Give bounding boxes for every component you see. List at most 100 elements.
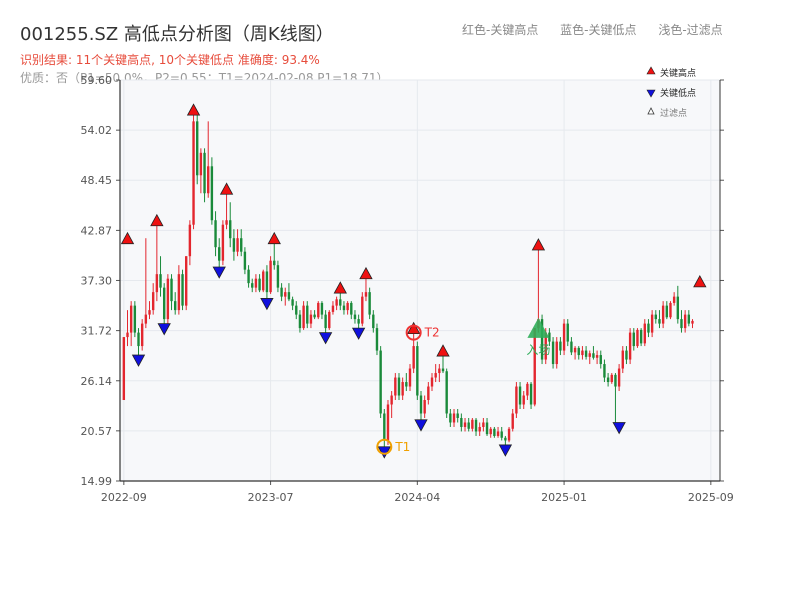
candle-body bbox=[291, 299, 294, 306]
candle-body bbox=[185, 256, 188, 306]
key-low-marker bbox=[131, 354, 146, 367]
candle-body bbox=[397, 377, 401, 396]
candle-body bbox=[386, 404, 390, 441]
y-tick-label: 14.99 bbox=[81, 475, 113, 488]
candle-body bbox=[482, 422, 485, 427]
candle-body bbox=[687, 314, 691, 324]
x-tick-label: 2025-09 bbox=[688, 491, 734, 504]
candle-body bbox=[295, 305, 298, 315]
candle-body bbox=[606, 377, 610, 383]
y-tick-label: 54.02 bbox=[81, 124, 113, 137]
candle-body bbox=[207, 166, 210, 194]
candle-body bbox=[419, 395, 423, 414]
candle-body bbox=[151, 292, 155, 311]
candle-body bbox=[691, 320, 694, 324]
candle-body bbox=[639, 329, 643, 344]
candle-body bbox=[390, 395, 393, 405]
candle-body bbox=[562, 323, 566, 351]
y-tick-label: 59.60 bbox=[81, 74, 113, 87]
axes-group: 14.99 20.57 26.14 31.72 37.30 42.87 48.45 54.02… bbox=[81, 74, 734, 504]
candle-body bbox=[262, 271, 265, 291]
candle-body bbox=[570, 341, 573, 353]
candle-body bbox=[401, 382, 404, 396]
candle-body bbox=[526, 383, 529, 396]
top-color-legend: 红色-关键高点 蓝色-关键低点 浅色-过滤点 bbox=[462, 21, 741, 38]
candle-body bbox=[302, 305, 305, 329]
candle-body bbox=[254, 278, 258, 288]
key-low-marker bbox=[260, 298, 274, 311]
candle-body bbox=[540, 319, 544, 360]
top-legend-light: 浅色-过滤点 bbox=[658, 23, 723, 37]
candle-body bbox=[218, 247, 221, 261]
candle-body bbox=[129, 305, 133, 333]
key-low-marker bbox=[414, 419, 428, 432]
candle-body bbox=[166, 278, 170, 320]
candle-body bbox=[335, 299, 338, 306]
candle-body bbox=[471, 419, 474, 429]
candle-body bbox=[210, 166, 214, 221]
candle-body bbox=[460, 417, 463, 427]
legend-label: 关键低点 bbox=[660, 87, 696, 99]
y-tick-label: 48.45 bbox=[81, 174, 113, 187]
candle-body bbox=[408, 368, 412, 387]
candle-body bbox=[467, 422, 470, 429]
candle-body bbox=[518, 386, 522, 405]
candle-body bbox=[485, 422, 489, 435]
candle-body bbox=[617, 368, 621, 387]
candle-body bbox=[276, 265, 280, 288]
candle-body bbox=[339, 299, 342, 306]
candle-body bbox=[665, 305, 669, 318]
key-low-marker bbox=[157, 323, 171, 336]
candle-body bbox=[434, 373, 437, 378]
x-tick-label: 2023-07 bbox=[248, 491, 294, 504]
candle-body bbox=[672, 296, 676, 303]
key-low-marker bbox=[351, 327, 366, 340]
entry-label: 入场 bbox=[526, 343, 550, 357]
candle-body bbox=[394, 377, 397, 396]
legend-high-icon bbox=[646, 66, 656, 75]
key-high-marker bbox=[436, 344, 450, 357]
candle-body bbox=[533, 328, 536, 405]
candle-body bbox=[647, 323, 650, 333]
candle-body bbox=[364, 292, 368, 297]
candle-body bbox=[507, 428, 511, 441]
candle-body bbox=[192, 121, 195, 225]
candle-body bbox=[236, 238, 239, 252]
candle-body bbox=[265, 271, 269, 293]
candle-body bbox=[548, 332, 551, 342]
candle-body bbox=[577, 347, 580, 356]
candle-body bbox=[636, 329, 639, 347]
legend-label: 关键高点 bbox=[660, 67, 696, 79]
key-high-marker bbox=[219, 182, 234, 195]
key-high-marker bbox=[150, 213, 164, 227]
candle-body bbox=[515, 386, 518, 414]
candle-body bbox=[661, 305, 665, 324]
candle-body bbox=[328, 311, 331, 329]
candle-body bbox=[258, 278, 261, 291]
candle-body bbox=[313, 314, 316, 318]
candle-body bbox=[416, 346, 419, 396]
candle-body bbox=[430, 377, 434, 387]
candle-body bbox=[342, 305, 346, 311]
candle-body bbox=[357, 319, 360, 324]
legend-filtered-icon bbox=[647, 107, 655, 115]
candle-body bbox=[441, 368, 445, 372]
candle-body bbox=[188, 224, 192, 257]
candle-body bbox=[148, 310, 151, 315]
candle-body bbox=[203, 152, 206, 194]
annotation-t1-label: T1 bbox=[394, 440, 410, 454]
candle-body bbox=[588, 353, 591, 357]
candle-body bbox=[573, 347, 577, 353]
candle-body bbox=[162, 287, 166, 320]
candle-body bbox=[196, 121, 199, 176]
candle-body bbox=[243, 251, 247, 270]
candle-body bbox=[456, 413, 459, 418]
key-high-marker bbox=[333, 281, 347, 294]
candle-body bbox=[504, 437, 507, 441]
candle-body bbox=[555, 341, 558, 365]
key-high-marker bbox=[267, 231, 281, 245]
candle-body bbox=[361, 296, 364, 324]
y-tick-label: 37.30 bbox=[81, 274, 113, 287]
key-low-marker bbox=[318, 332, 333, 345]
candle-body bbox=[280, 287, 283, 297]
